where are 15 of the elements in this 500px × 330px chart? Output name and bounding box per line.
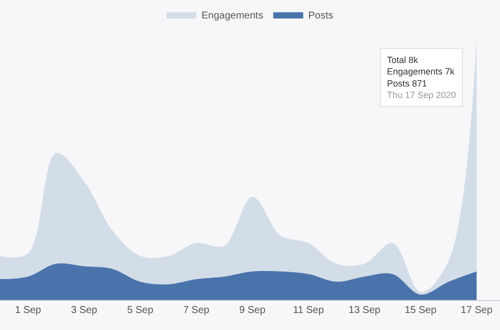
x-tick-label: 1 Sep (14, 305, 42, 316)
annotation: Posts 871 (387, 78, 428, 88)
x-tick-label: 15 Sep (404, 305, 437, 316)
legend-label: Engagements (202, 10, 264, 22)
x-tick-label: 7 Sep (183, 305, 210, 316)
annotation: Engagements 7k (387, 66, 456, 77)
x-tick-label: 3 Sep (71, 305, 98, 316)
x-tick-label: 9 Sep (239, 305, 266, 316)
x-tick-label: 5 Sep (127, 305, 154, 316)
x-tick-label: 13 Sep (348, 305, 381, 316)
annotation: Total 8k (387, 55, 419, 65)
annotation: Thu 17 Sep 2020 (387, 90, 456, 100)
x-tick-label: 17 Sep (460, 305, 493, 316)
x-tick-label: 11 Sep (292, 305, 324, 316)
legend-label: Posts (308, 10, 334, 22)
